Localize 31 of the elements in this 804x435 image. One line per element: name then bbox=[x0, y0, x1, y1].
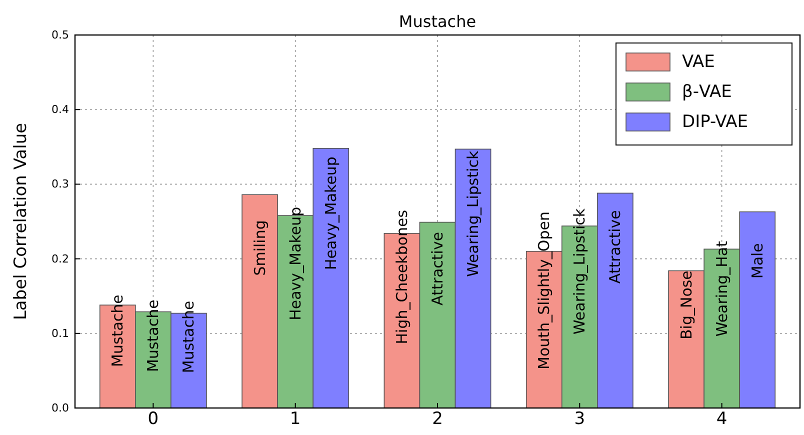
data-label: Big_Nose bbox=[677, 270, 696, 340]
y-tick-label: 0.1 bbox=[52, 326, 69, 340]
data-label: Wearing_Hat bbox=[712, 240, 731, 337]
data-label: Mouth_Slightly_Open bbox=[535, 212, 554, 370]
data-label: Heavy_Makeup bbox=[286, 206, 304, 320]
x-tick-label: 0 bbox=[148, 409, 159, 429]
data-label: Mustache bbox=[108, 294, 127, 367]
data-label: Mustache bbox=[144, 300, 162, 372]
chart-title: Mustache bbox=[398, 12, 476, 31]
data-label: Wearing_Lipstick bbox=[464, 150, 482, 277]
data-label: Mustache bbox=[180, 300, 198, 374]
data-label: Attractive bbox=[606, 210, 624, 284]
legend-label: VAE bbox=[682, 52, 715, 72]
y-axis-title: Label Correlation Value bbox=[11, 122, 31, 320]
y-tick-label: 0.3 bbox=[52, 178, 69, 191]
y-tick-label: 0.4 bbox=[52, 103, 69, 116]
y-tick-label: 0.5 bbox=[52, 28, 69, 42]
data-label: High_Cheekbones bbox=[392, 210, 411, 344]
legend-label: DIP-VAE bbox=[682, 112, 748, 132]
data-label: Attractive bbox=[428, 232, 446, 306]
x-tick-label: 2 bbox=[432, 409, 443, 429]
legend-label: β-VAE bbox=[682, 82, 732, 102]
x-tick-label: 4 bbox=[716, 409, 728, 429]
x-tick-label: 1 bbox=[290, 409, 301, 429]
data-label: Male bbox=[748, 243, 766, 279]
x-tick-label: 3 bbox=[574, 409, 586, 429]
y-tick-label: 0.0 bbox=[52, 402, 69, 414]
data-label: Smiling bbox=[250, 220, 269, 276]
data-label: Wearing_Lipstick bbox=[570, 208, 589, 335]
data-label: Heavy_Makeup bbox=[322, 156, 340, 270]
y-tick-label: 0.2 bbox=[52, 252, 69, 266]
